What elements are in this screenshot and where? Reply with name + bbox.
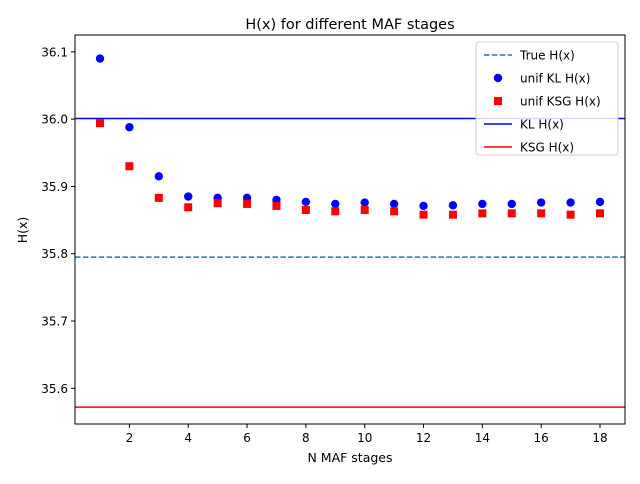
y-tick-label: 35.6 (41, 382, 68, 396)
x-axis: 2 4 6 8 10 12 14 16 18 (126, 424, 608, 445)
kl-point (301, 197, 311, 207)
ksg-point (566, 210, 575, 219)
x-tick-label: 6 (243, 431, 251, 445)
ksg-point (125, 162, 134, 171)
ksg-point (301, 205, 310, 214)
ksg-point (272, 201, 281, 210)
x-tick-label: 18 (592, 431, 607, 445)
ksg-point (213, 199, 222, 208)
y-tick-label: 35.8 (41, 247, 68, 261)
ksg-point (596, 209, 604, 218)
x-tick-label: 14 (475, 431, 490, 445)
y-axis-label: H(x) (15, 217, 30, 244)
x-axis-label: N MAF stages (307, 450, 392, 465)
kl-point (448, 201, 458, 210)
ksg-point (243, 199, 252, 208)
kl-point (595, 197, 605, 207)
x-tick-label: 16 (534, 431, 549, 445)
legend-box (475, 41, 619, 156)
plot-area (75, 54, 625, 408)
kl-point (154, 172, 164, 181)
x-tick-label: 10 (357, 431, 372, 445)
legend-circle-handle (493, 73, 503, 83)
plot-frame (74, 34, 626, 425)
ksg-point (507, 209, 516, 218)
ksg-point (184, 203, 193, 212)
kl-point (360, 198, 369, 207)
legend: True H(x) unif KL H(x) unif KSG H(x) KL H(x… (475, 41, 619, 156)
ksg-point (419, 210, 428, 219)
x-tick-label: 12 (416, 431, 431, 445)
y-tick-label: 36.1 (41, 45, 68, 59)
kl-point (184, 192, 193, 201)
x-tick-label: 4 (184, 431, 192, 445)
kl-point (507, 199, 516, 209)
chart-title: H(x) for different MAF stages (245, 17, 454, 33)
ksg-point (390, 207, 399, 216)
ksg-point (360, 205, 369, 214)
ksg-point (537, 209, 546, 218)
kl-point (478, 199, 487, 209)
y-axis: 35.6 35.7 35.8 35.9 36.0 36.1 (41, 45, 75, 396)
x-tick-label: 8 (302, 431, 310, 445)
ksg-point (448, 210, 457, 219)
ksg-point (331, 207, 340, 216)
kl-point (125, 123, 134, 132)
y-tick-label: 35.9 (41, 180, 68, 194)
ksg-point (478, 209, 487, 218)
legend-label: KSG H(x) (520, 141, 574, 155)
y-tick-label: 36.0 (41, 113, 68, 127)
kl-point (389, 199, 399, 209)
kl-point (566, 198, 575, 207)
kl-point (331, 199, 340, 209)
legend-label: KL H(x) (520, 118, 564, 132)
kl-point (419, 201, 428, 211)
ksg-point (96, 119, 104, 128)
ksg-point (154, 193, 163, 202)
legend-square-handle (494, 97, 502, 105)
kl-point (536, 198, 546, 207)
y-tick-label: 35.7 (41, 315, 68, 329)
legend-label: unif KSG H(x) (520, 95, 601, 109)
x-tick-label: 2 (126, 431, 134, 445)
legend-label: True H(x) (519, 49, 575, 63)
kl-point (95, 54, 105, 63)
legend-label: unif KL H(x) (520, 72, 590, 86)
